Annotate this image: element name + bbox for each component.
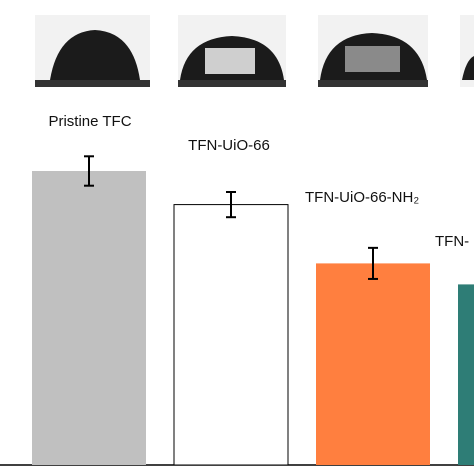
- bar: [32, 171, 146, 465]
- bar: [458, 284, 474, 465]
- droplet-highlight: [205, 48, 255, 74]
- category-label: Pristine TFC: [48, 113, 131, 130]
- category-label: TFN-UiO-66-NH₂: [305, 189, 419, 206]
- bar: [173, 204, 289, 466]
- category-label: TFN-UiO-66: [188, 137, 270, 154]
- droplet: [50, 30, 140, 80]
- error-bar: [84, 155, 94, 187]
- droplet-surface: [35, 80, 150, 87]
- error-bar: [226, 191, 236, 219]
- droplet-surface: [178, 80, 286, 87]
- bar: [316, 263, 430, 465]
- droplet-images: [35, 15, 474, 87]
- droplet-highlight: [345, 46, 400, 72]
- droplet-surface: [318, 80, 428, 87]
- droplet: [462, 56, 474, 80]
- category-label: TFN-: [435, 233, 469, 250]
- error-bar: [368, 246, 378, 280]
